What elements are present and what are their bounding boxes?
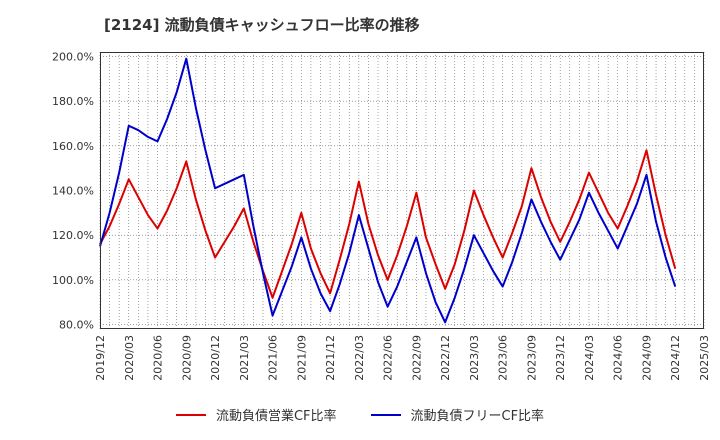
series-line-operating-cf	[99, 149, 677, 299]
x-tick-label: 2023/06	[497, 335, 510, 381]
y-tick-label: 140.0%	[52, 185, 94, 198]
y-tick-label: 180.0%	[52, 95, 94, 108]
x-axis-ticks: 2019/12 2020/03 2020/06 2020/09 2020/12 2021/…	[94, 335, 711, 381]
x-tick-label: 2020/06	[152, 335, 165, 381]
chart-title: [2124] 流動負債キャッシュフロー比率の推移	[104, 16, 420, 34]
x-tick-label: 2024/09	[640, 335, 653, 381]
legend-label-operating-cf: 流動負債営業CF比率	[215, 409, 337, 424]
x-tick-label: 2024/12	[669, 335, 682, 381]
x-tick-label: 2025/03	[698, 335, 711, 381]
series-line-free-cf	[99, 57, 677, 324]
x-tick-label: 2019/12	[94, 335, 107, 381]
x-tick-label: 2021/09	[295, 335, 308, 381]
y-axis-ticks: 80.0% 100.0% 120.0% 140.0% 160.0% 180.0% 200.0…	[52, 50, 94, 331]
x-tick-label: 2022/03	[353, 335, 366, 381]
x-tick-label: 2021/06	[267, 335, 280, 381]
y-tick-label: 80.0%	[59, 319, 94, 332]
x-tick-label: 2022/09	[410, 335, 423, 381]
x-tick-label: 2024/03	[583, 335, 596, 381]
legend-swatch-red	[175, 413, 206, 416]
x-tick-label: 2022/06	[382, 335, 395, 381]
x-tick-label: 2020/12	[209, 335, 222, 381]
x-tick-label: 2024/06	[612, 335, 625, 381]
plot-area-border	[100, 52, 704, 329]
legend-label-free-cf: 流動負債フリーCF比率	[410, 409, 545, 424]
plot-area-background	[100, 52, 704, 329]
x-tick-label: 2021/03	[238, 335, 251, 381]
x-tick-label: 2022/12	[439, 335, 452, 381]
y-tick-label: 160.0%	[52, 140, 94, 153]
x-tick-label: 2023/09	[525, 335, 538, 381]
legend-swatch-blue	[370, 413, 401, 416]
legend-item-operating-cf: 流動負債営業CF比率	[175, 405, 337, 424]
x-tick-label: 2020/03	[123, 335, 136, 381]
legend: 流動負債営業CF比率 流動負債フリーCF比率	[0, 405, 720, 424]
y-tick-label: 200.0%	[52, 50, 94, 63]
grid-lines	[99, 52, 705, 329]
x-tick-label: 2023/12	[554, 335, 567, 381]
legend-item-free-cf: 流動負債フリーCF比率	[370, 405, 545, 424]
y-tick-label: 100.0%	[52, 274, 94, 287]
x-tick-label: 2020/09	[180, 335, 193, 381]
series-lines	[99, 57, 677, 324]
y-tick-label: 120.0%	[52, 229, 94, 242]
x-tick-label: 2021/12	[324, 335, 337, 381]
x-tick-label: 2023/03	[468, 335, 481, 381]
